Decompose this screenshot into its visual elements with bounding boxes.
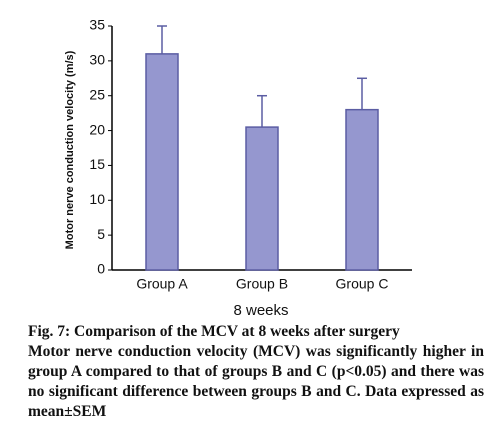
caption: Fig. 7: Comparison of the MCV at 8 weeks… xyxy=(28,322,484,422)
y-tick-label: 15 xyxy=(89,156,105,172)
y-axis-label: Motor nerve conduction velocity (m/s) xyxy=(64,50,76,249)
y-tick-label: 20 xyxy=(89,121,105,137)
bar xyxy=(245,126,279,271)
y-tick-label: 0 xyxy=(97,261,105,277)
y-tick-label: 10 xyxy=(89,191,105,207)
x-tick-label: Group C xyxy=(336,276,389,292)
caption-title: Fig. 7: Comparison of the MCV at 8 weeks… xyxy=(28,323,400,340)
y-tick-label: 35 xyxy=(89,17,105,33)
x-tick-label: Group A xyxy=(136,276,188,292)
x-axis-label: 8 weeks xyxy=(233,302,288,319)
x-tick-label: Group B xyxy=(236,276,288,292)
y-tick-label: 30 xyxy=(89,52,105,68)
caption-body: Motor nerve conduction velocity (MCV) wa… xyxy=(28,343,484,420)
bar xyxy=(145,53,179,271)
y-tick-label: 25 xyxy=(89,86,105,102)
y-tick-label: 5 xyxy=(97,226,105,242)
bar xyxy=(345,108,379,271)
chart: Motor nerve conduction velocity (m/s) 8 … xyxy=(64,17,412,319)
